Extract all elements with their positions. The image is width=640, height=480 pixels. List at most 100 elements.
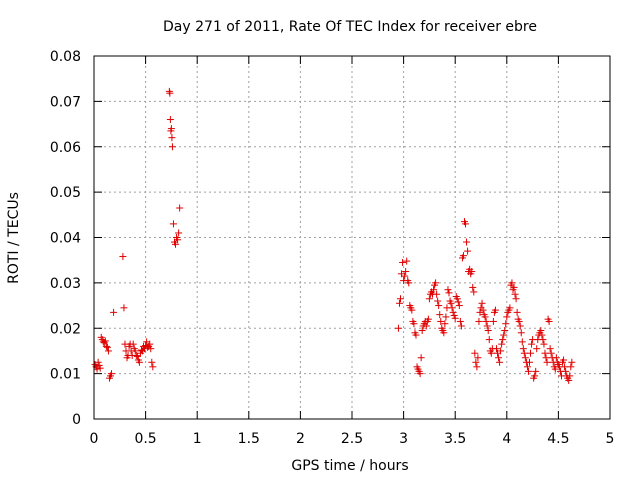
data-point	[531, 372, 539, 380]
data-point	[174, 236, 182, 244]
data-point	[169, 220, 177, 228]
data-point	[542, 354, 550, 362]
data-point	[456, 317, 464, 325]
data-point	[167, 125, 175, 133]
data-point	[512, 295, 520, 303]
x-tick-label: 4	[502, 431, 511, 447]
data-point	[532, 367, 540, 375]
data-point	[524, 367, 532, 375]
data-point	[437, 317, 445, 325]
data-point	[510, 283, 518, 291]
data-point	[442, 313, 450, 321]
data-point	[489, 317, 497, 325]
data-point	[492, 345, 500, 353]
data-point	[149, 363, 157, 371]
data-point	[539, 336, 547, 344]
data-point	[565, 376, 573, 384]
x-tick-label: 3.5	[444, 431, 466, 447]
data-point	[129, 340, 137, 348]
data-point	[521, 354, 529, 362]
data-point	[93, 365, 101, 373]
data-point	[436, 311, 444, 319]
data-point	[513, 308, 521, 316]
data-point	[506, 304, 514, 312]
data-point	[175, 229, 183, 237]
data-point	[120, 304, 128, 312]
data-point	[168, 143, 176, 151]
data-point	[447, 299, 455, 307]
data-point	[451, 314, 459, 322]
data-point	[110, 308, 118, 316]
data-point	[497, 347, 505, 355]
data-point	[538, 331, 546, 339]
data-point	[401, 272, 409, 280]
data-point	[96, 364, 104, 372]
data-point	[457, 322, 465, 330]
data-point	[441, 320, 449, 328]
x-tick-label: 5	[606, 431, 615, 447]
data-point	[176, 204, 184, 212]
data-point	[422, 322, 430, 330]
data-point	[416, 370, 424, 378]
data-point	[533, 345, 541, 353]
data-point	[519, 345, 527, 353]
data-point	[454, 298, 462, 306]
data-point	[430, 286, 438, 294]
data-point	[472, 358, 480, 366]
y-tick-label: 0.03	[50, 276, 81, 292]
data-point	[545, 317, 553, 325]
y-tick-label: 0.02	[50, 321, 81, 337]
data-point	[562, 367, 570, 375]
x-tick-label: 0	[90, 431, 99, 447]
data-point	[147, 345, 155, 353]
data-point	[547, 349, 555, 357]
data-point	[479, 306, 487, 314]
data-point	[453, 295, 461, 303]
data-point	[518, 338, 526, 346]
data-point	[463, 238, 471, 246]
data-point	[148, 358, 156, 366]
data-point	[508, 279, 516, 287]
data-point	[168, 134, 176, 142]
data-point	[440, 329, 448, 337]
data-point	[500, 331, 508, 339]
data-point	[135, 358, 143, 366]
data-point	[455, 302, 463, 310]
plot-frame	[93, 55, 611, 420]
chart-title: Day 271 of 2011, Rate Of TEC Index for r…	[163, 19, 537, 35]
data-point	[468, 268, 476, 276]
data-point	[540, 340, 548, 348]
data-point	[459, 252, 467, 260]
data-point	[434, 297, 442, 305]
data-point	[103, 343, 111, 351]
data-point	[528, 340, 536, 348]
data-points	[91, 87, 576, 384]
data-point	[483, 322, 491, 330]
data-point	[526, 358, 534, 366]
data-point	[166, 89, 174, 97]
data-point	[102, 342, 110, 350]
data-point	[520, 349, 528, 357]
data-point	[410, 320, 418, 328]
data-point	[511, 290, 519, 298]
data-point	[471, 349, 479, 357]
data-point	[172, 240, 180, 248]
y-axis-label: ROTI / TECUs	[6, 192, 22, 284]
y-tick-label: 0.06	[50, 140, 81, 156]
data-point	[100, 339, 108, 347]
data-point	[137, 346, 145, 354]
data-point	[418, 327, 426, 335]
data-point	[475, 317, 483, 325]
y-tick-label: 0.04	[50, 231, 81, 247]
data-point	[474, 354, 482, 362]
data-point	[481, 313, 489, 321]
data-point	[133, 352, 141, 360]
x-tick-label: 2	[296, 431, 305, 447]
data-point	[567, 363, 575, 371]
data-point	[568, 358, 576, 366]
data-point	[432, 279, 440, 287]
data-point	[515, 317, 523, 325]
data-point	[499, 336, 507, 344]
data-point	[444, 286, 452, 294]
